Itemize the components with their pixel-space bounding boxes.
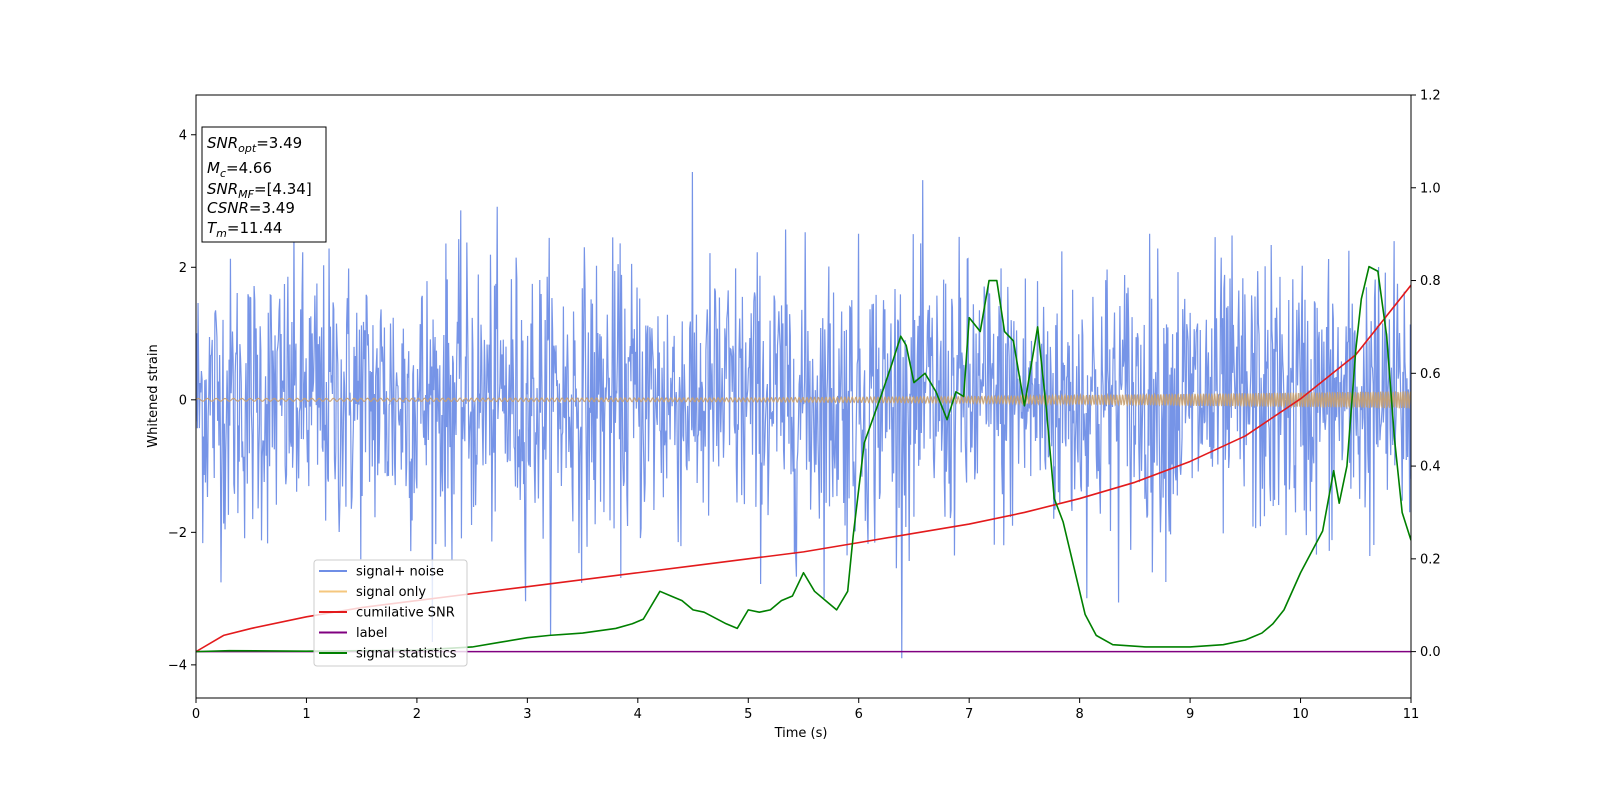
x-axis-label: Time (s)	[774, 726, 828, 741]
x-tick-label: 9	[1186, 707, 1194, 722]
info-csnr-value: =3.49	[249, 199, 295, 217]
y-right-tick-label: 1.2	[1420, 89, 1441, 104]
series-signal-noise	[196, 171, 1411, 659]
series-signal-statistics	[196, 265, 1411, 653]
y-right-tick-label: 0.2	[1420, 552, 1441, 567]
legend-frame	[313, 559, 468, 667]
x-tick-label: 6	[855, 707, 863, 722]
y-right-tick-label: 0.4	[1420, 460, 1441, 475]
info-snr-opt: SNRopt=3.49	[207, 134, 302, 155]
axes: 0 1 2 3 4 5 6 7 8 9 10 11 4 2 0 −2 −4 1.2 1.0 0.8 0.6 0.4 0.2 0…	[168, 89, 1441, 723]
legend-label: signal only	[356, 585, 426, 600]
info-tm: Tm=11.44	[207, 219, 282, 240]
info-snr-opt-symbol: SNR	[207, 134, 238, 152]
x-tick-label: 1	[302, 707, 310, 722]
info-mc: Mc=4.66	[207, 159, 272, 180]
y-left-tick-label: −2	[168, 526, 187, 541]
x-tick-label: 11	[1403, 707, 1420, 722]
info-box-frame	[201, 126, 327, 243]
x-tick-label: 2	[413, 707, 421, 722]
x-tick-label: 0	[192, 707, 200, 722]
info-mc-value: =4.66	[226, 159, 272, 177]
plot-frame	[195, 94, 1412, 699]
legend-label: cumilative SNR	[356, 606, 455, 621]
info-csnr-symbol: CSNR	[207, 199, 249, 217]
info-snr-mf-sub: MF	[238, 188, 254, 201]
info-snr-mf-symbol: SNR	[207, 180, 238, 198]
y-left-tick-label: 2	[179, 261, 187, 276]
x-tick-label: 4	[634, 707, 642, 722]
info-mc-symbol: M	[207, 159, 220, 177]
legend-label: label	[356, 626, 387, 641]
y-left-tick-label: 0	[179, 393, 187, 408]
info-mc-sub: c	[220, 167, 226, 180]
legend-label: signal+ noise	[356, 565, 444, 580]
info-csnr: CSNR=3.49	[207, 199, 295, 217]
info-snr-mf: SNRMF=[4.34]	[207, 180, 312, 201]
legend: signal+ noise signal only cumilative SNR la…	[313, 559, 468, 667]
info-snr-opt-sub: opt	[238, 142, 257, 155]
series-signal-only	[196, 390, 1411, 410]
y-right-tick-label: 0.8	[1420, 274, 1441, 289]
legend-label: signal statistics	[356, 647, 457, 662]
info-snr-opt-value: =3.49	[256, 134, 302, 152]
info-box: SNRopt=3.49 Mc=4.66 SNRMF=[4.34] CSNR=3.…	[201, 126, 327, 243]
x-tick-label: 8	[1075, 707, 1083, 722]
info-tm-symbol: T	[207, 219, 218, 237]
x-tick-label: 7	[965, 707, 973, 722]
y-right-tick-label: 1.0	[1420, 181, 1441, 196]
x-tick-label: 3	[523, 707, 531, 722]
info-tm-value: =11.44	[227, 219, 283, 237]
y-left-tick-label: −4	[168, 658, 187, 673]
info-snr-mf-value: =[4.34]	[254, 180, 312, 198]
y-right-tick-label: 0.6	[1420, 367, 1441, 382]
x-tick-label: 5	[744, 707, 752, 722]
x-tick-label: 10	[1292, 707, 1309, 722]
y-right-tick-label: 0.0	[1420, 645, 1441, 660]
info-tm-sub: m	[216, 227, 227, 240]
y-left-tick-label: 4	[179, 128, 187, 143]
y-axis-label: Whitened strain	[146, 344, 161, 447]
